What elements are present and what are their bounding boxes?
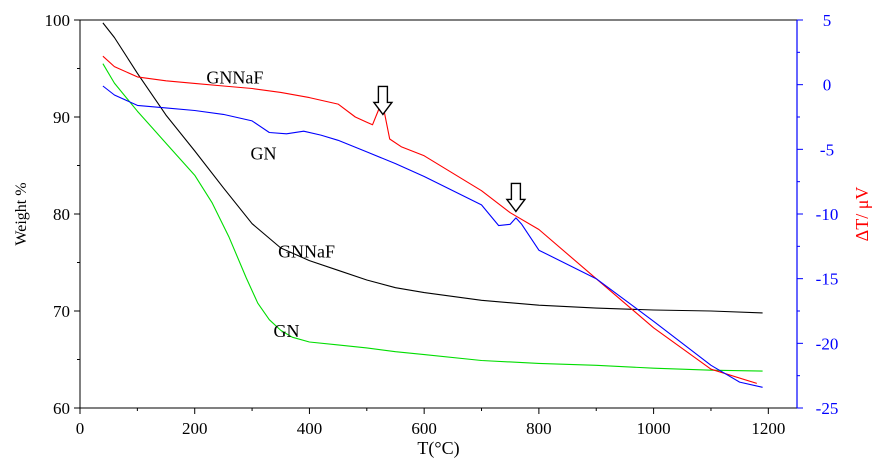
- series-line-gn_tg: [102, 63, 763, 372]
- x-tick-label: 1200: [751, 419, 785, 438]
- y-right-tick-label: -15: [816, 270, 839, 289]
- y-left-tick-label: 60: [53, 399, 70, 418]
- x-axis-label: T(°C): [417, 438, 459, 458]
- y-left-tick-label: 90: [53, 108, 70, 127]
- curve-label: GN: [251, 144, 277, 164]
- series-line-gn_dta: [102, 85, 763, 388]
- x-tick-label: 400: [297, 419, 323, 438]
- x-tick-label: 1000: [637, 419, 671, 438]
- y-right-tick-label: -25: [816, 399, 839, 418]
- plot-lines: [102, 22, 763, 388]
- series-line-gnnaf_dta: [102, 55, 757, 384]
- arrow-markers: [372, 85, 527, 213]
- y-right-axis-label: ΔT/ μV: [852, 187, 872, 242]
- y-right-tick-label: -10: [816, 205, 839, 224]
- x-tick-label: 200: [182, 419, 208, 438]
- y-right-axis: -25 -20 -15 -10 -5 0 5: [796, 11, 839, 418]
- y-right-tick-label: -5: [820, 140, 834, 159]
- arrow-marker: [372, 85, 394, 116]
- curve-label: GN: [273, 321, 299, 341]
- y-right-tick-label: -20: [816, 334, 839, 353]
- y-right-tick-label: 0: [823, 76, 832, 95]
- y-right-tick-label: 5: [823, 11, 832, 30]
- y-left-tick-label: 100: [45, 11, 71, 30]
- plot-frame: [79, 19, 798, 409]
- y-left-axis: 60 70 80 90 100: [45, 11, 80, 418]
- x-tick-label: 0: [76, 419, 85, 438]
- y-left-tick-label: 70: [53, 302, 70, 321]
- x-tick-label: 800: [526, 419, 552, 438]
- arrow-marker: [505, 182, 527, 213]
- x-axis: 0 200 400 600 800 1000 1200: [76, 408, 785, 438]
- y-left-tick-label: 80: [53, 205, 70, 224]
- series-line-gnnaf_tg: [102, 22, 763, 314]
- curve-label: GNNaF: [278, 242, 335, 262]
- x-tick-label: 600: [411, 419, 437, 438]
- y-left-axis-label: Weight %: [13, 182, 30, 245]
- curve-label: GNNaF: [206, 67, 263, 87]
- curve-labels: GNNaF GN GNNaF GN: [206, 67, 335, 341]
